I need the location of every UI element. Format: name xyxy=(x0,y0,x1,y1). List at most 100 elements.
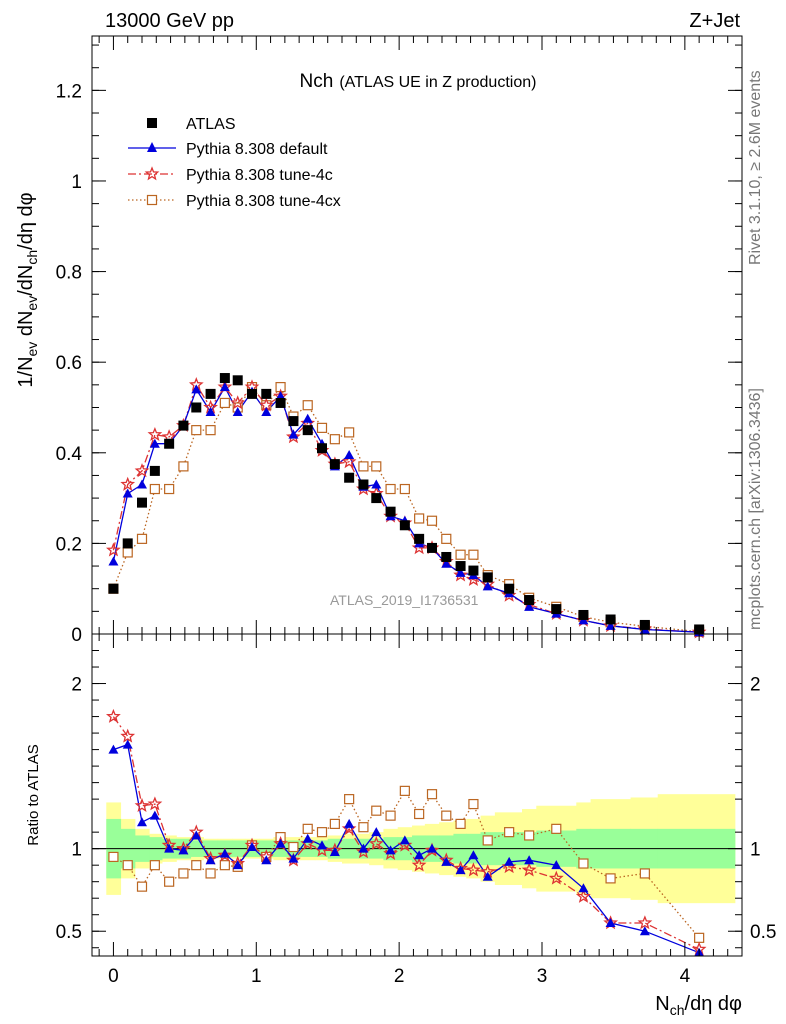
ratio-marker-tune4cx xyxy=(455,818,466,829)
marker-tune4cx xyxy=(191,425,202,436)
marker-default xyxy=(455,567,466,577)
marker-default xyxy=(441,558,452,568)
ratio-marker-default xyxy=(524,855,535,865)
ratio-marker-tune4c xyxy=(285,852,301,867)
legend-label-tune4cx: Pythia 8.308 tune-4cx xyxy=(186,193,341,210)
marker-tune4cx xyxy=(399,483,410,495)
y-tick-label: 0.2 xyxy=(56,534,82,555)
marker-tune4cx xyxy=(455,549,466,560)
ratio-marker-default xyxy=(191,830,202,840)
ratio-marker-tune4c xyxy=(134,797,150,813)
marker-tune4c xyxy=(465,571,481,586)
ratio-frame xyxy=(91,633,743,957)
ratio-marker-default xyxy=(578,883,589,893)
ratio-marker-default xyxy=(247,842,257,852)
ratio-marker-default xyxy=(504,856,515,866)
marker-atlas xyxy=(149,465,160,476)
ratio-marker-tune4cx xyxy=(399,785,410,796)
marker-tune4cx xyxy=(371,461,382,472)
ratio-marker-tune4cx xyxy=(219,860,230,871)
ratio-marker-default xyxy=(358,843,369,853)
marker-atlas xyxy=(385,506,396,517)
marker-tune4c xyxy=(230,395,246,410)
ratio-marker-tune4c xyxy=(105,708,121,723)
marker-tune4cx xyxy=(329,434,340,445)
marker-default xyxy=(232,407,243,417)
marker-atlas xyxy=(317,443,327,454)
legend-marker-atlas xyxy=(147,118,157,128)
marker-tune4c xyxy=(341,454,357,469)
marker-atlas xyxy=(219,373,230,384)
ratio-marker-default xyxy=(371,827,382,837)
legend-entry-default: Pythia 8.308 default xyxy=(128,141,328,158)
plot-title: Nch (ATLAS UE in Z production) xyxy=(300,71,537,92)
ratio-marker-tune4c xyxy=(120,728,136,743)
ratio-ylabel: Ratio to ATLAS xyxy=(25,744,42,845)
marker-atlas xyxy=(329,459,340,470)
marker-atlas xyxy=(399,520,410,531)
main-ticks: 0 0.2 0.4 0.6 0.8 1 1.2 xyxy=(56,36,743,646)
marker-atlas xyxy=(191,402,202,413)
marker-default xyxy=(344,450,355,460)
marker-atlas xyxy=(164,438,175,449)
marker-tune4cx xyxy=(344,427,355,438)
ratio-marker-tune4cx xyxy=(302,823,313,834)
ratio-marker-tune4cx xyxy=(164,876,175,887)
marker-atlas xyxy=(468,565,479,576)
ratio-marker-tune4c xyxy=(355,844,371,859)
ratio-marker-default xyxy=(219,848,230,858)
y-tick-label: 1 xyxy=(71,172,82,193)
legend: ATLAS Pythia 8.308 default Pythia 8.308 … xyxy=(128,116,341,210)
y-tick-label: 1 xyxy=(71,840,82,861)
marker-atlas xyxy=(108,583,119,594)
ratio-marker-tune4cx xyxy=(426,789,438,800)
marker-atlas xyxy=(247,388,257,399)
marker-tune4c xyxy=(105,542,121,557)
ratio-marker-tune4cx xyxy=(482,835,493,846)
marker-default xyxy=(108,556,119,566)
ratio-marker-tune4cx xyxy=(639,868,650,879)
ratio-marker-default xyxy=(317,840,327,850)
marker-tune4cx xyxy=(302,400,313,411)
ratio-marker-default xyxy=(261,855,272,865)
marker-atlas xyxy=(605,614,616,625)
ratio-marker-tune4cx xyxy=(605,873,616,884)
ratio-marker-default xyxy=(122,739,133,749)
x-tick-label: 0 xyxy=(108,966,119,987)
ratio-marker-tune4cx xyxy=(344,794,355,805)
xlabel: Nch/dη dφ xyxy=(655,993,742,1018)
ratio-marker-tune4cx xyxy=(504,827,515,838)
ratio-marker-default xyxy=(551,860,562,870)
ratio-marker-default xyxy=(414,850,425,860)
marker-atlas xyxy=(504,583,515,594)
ratio-marker-default xyxy=(149,810,160,820)
marker-atlas xyxy=(344,472,355,483)
ratio-marker-tune4cx xyxy=(551,823,562,834)
header-right: Z+Jet xyxy=(689,10,740,32)
main-ylabel: 1/Nev dNev/dNch/dη dφ xyxy=(15,192,40,387)
marker-default xyxy=(191,384,202,394)
ratio-marker-tune4c xyxy=(411,857,427,872)
marker-default xyxy=(261,407,272,417)
ratio-marker-tune4cx xyxy=(385,810,396,821)
ratio-marker-tune4cx xyxy=(524,830,535,841)
marker-tune4cx xyxy=(122,547,133,558)
marker-atlas xyxy=(275,397,286,408)
ratio-marker-tune4c xyxy=(465,862,481,877)
marker-default xyxy=(137,479,147,489)
ratio-marker-tune4cx xyxy=(316,827,328,838)
legend-marker-default xyxy=(147,142,157,152)
marker-tune4cx xyxy=(178,461,189,472)
ratio-marker-tune4c xyxy=(217,847,233,862)
marker-atlas xyxy=(261,388,272,399)
analysis-watermark: ATLAS_2019_I1736531 xyxy=(330,592,479,608)
marker-tune4cx xyxy=(468,549,479,560)
ratio-marker-default xyxy=(205,855,216,865)
ratio-panel: 0 1 2 3 4 0.5 1 2 0.5 1 2 xyxy=(56,633,776,987)
marker-atlas xyxy=(441,551,452,562)
marker-atlas xyxy=(232,375,243,386)
marker-default xyxy=(288,429,299,439)
ratio-marker-default xyxy=(427,843,437,853)
ratio-marker-default xyxy=(455,865,466,875)
